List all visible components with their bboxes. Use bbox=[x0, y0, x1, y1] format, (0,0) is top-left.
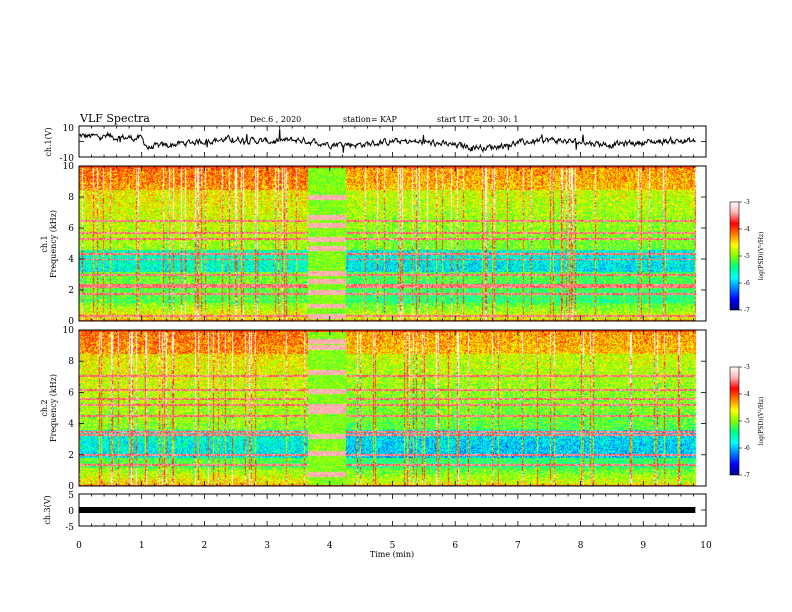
ch1-spectrogram-panel: 0 2 4 6 8 10 ch.1 Frequency (kHz) bbox=[40, 162, 707, 327]
ch1-spectrogram-ytick-label: 10 bbox=[63, 162, 75, 172]
ch1-waveform-panel: 10 -10 ch.1(V) bbox=[44, 124, 707, 164]
ch1-colorbar-tick-label: -7 bbox=[744, 307, 750, 314]
ch2-spectrogram-ytick-label: 4 bbox=[68, 420, 74, 430]
ch1-spectrogram-image bbox=[79, 166, 706, 321]
figure-title: VLF Spectra bbox=[79, 112, 150, 125]
header-station: station= KAP bbox=[343, 115, 398, 124]
ch1-spectrogram-ytick-label: 8 bbox=[68, 193, 74, 203]
ch2-spectrogram-image-holder bbox=[79, 330, 706, 486]
ch1-colorbar-tick-label: -3 bbox=[744, 199, 750, 206]
ch1-colorbar-ticks: -3 -4 -5 -6 -7 bbox=[739, 199, 750, 314]
ch1-colorbar-tick-label: -4 bbox=[744, 226, 750, 233]
ch2-spectrogram-ylabel: Frequency (kHz) bbox=[49, 374, 58, 442]
ch3-waveform-ylabel: ch.3(V) bbox=[43, 495, 52, 524]
ch2-colorbar-label: log(PSD)(V²/Hz) bbox=[758, 397, 765, 446]
ch1-spectrogram-image-holder bbox=[79, 166, 706, 321]
ch1-waveform-ylabel: ch.1(V) bbox=[44, 127, 53, 156]
header-date: Dec.6 , 2020 bbox=[250, 115, 301, 124]
ch3-ytick-bottom: -5 bbox=[65, 523, 74, 533]
x-axis-tick-label: 0 bbox=[76, 541, 82, 551]
ch2-spectrogram-ticks bbox=[78, 329, 707, 487]
x-axis-tick-labels: 0 1 2 3 4 5 6 7 8 9 10 bbox=[76, 541, 712, 551]
ch1-colorbar-gradient bbox=[729, 201, 740, 311]
x-axis-tick-label: 5 bbox=[390, 541, 396, 551]
ch1-waveform-xticks bbox=[78, 125, 707, 158]
ch2-spectrogram-ytick-label: 10 bbox=[63, 326, 75, 336]
ch2-spectrogram-ytick-label: 8 bbox=[68, 357, 74, 367]
x-axis-tick-label: 3 bbox=[264, 541, 270, 551]
x-axis-label: Time (min) bbox=[370, 550, 414, 559]
ch2-colorbar-tick-label: -6 bbox=[744, 445, 750, 452]
ch2-spectrogram-ytick-label: 0 bbox=[68, 482, 74, 492]
ch1-spectrogram-ticks bbox=[78, 165, 707, 322]
ch1-colorbar-tick-label: -5 bbox=[744, 253, 750, 260]
ch1-spectrogram-ytick-labels: 0 2 4 6 8 10 bbox=[63, 162, 75, 327]
ch2-colorbar-tick-label: -4 bbox=[744, 391, 750, 398]
ch1-spectrogram-ylabel: Frequency (kHz) bbox=[49, 210, 58, 278]
ch1-waveform-trace bbox=[78, 128, 696, 154]
x-axis-tick-label: 10 bbox=[700, 541, 712, 551]
ch1-ytick-top: 10 bbox=[63, 124, 75, 134]
ch2-spectrogram-image bbox=[79, 330, 706, 486]
ch1-spectrogram-ytick-label: 2 bbox=[68, 286, 74, 296]
x-axis-tick-label: 1 bbox=[139, 541, 145, 551]
ch2-spectrogram-channel-label: ch.2 bbox=[40, 399, 49, 416]
ch2-spectrogram-ytick-labels: 0 2 4 6 8 10 bbox=[63, 326, 75, 492]
ch2-colorbar-ticks: -3 -4 -5 -6 -7 bbox=[739, 364, 750, 479]
ch3-waveform-panel: 5 0 -5 ch.3(V) bbox=[43, 491, 707, 533]
ch2-spectrogram-ytick-label: 6 bbox=[68, 388, 74, 398]
ch2-spectrogram-panel: 0 2 4 6 8 10 ch.2 Frequency (kHz) bbox=[40, 326, 707, 492]
ch2-colorbar-tick-label: -3 bbox=[744, 364, 750, 371]
ch2-colorbar-gradient bbox=[729, 366, 740, 476]
header-start-ut: start UT = 20: 30: 1 bbox=[437, 115, 518, 124]
ch1-spectrogram-channel-label: ch.1 bbox=[40, 235, 49, 252]
ch1-colorbar: -3 -4 -5 -6 -7 log(PSD)(V²/Hz) bbox=[729, 199, 765, 314]
ch3-waveform-trace bbox=[79, 507, 696, 513]
ch1-ytick-bottom: -10 bbox=[60, 154, 75, 164]
ch1-spectrogram-ytick-label: 6 bbox=[68, 224, 74, 234]
x-axis-tick-label: 8 bbox=[578, 541, 584, 551]
ch2-spectrogram-ytick-label: 2 bbox=[68, 451, 74, 461]
ch2-colorbar: -3 -4 -5 -6 -7 log(PSD)(V²/Hz) bbox=[729, 364, 765, 479]
ch3-ytick-top: 5 bbox=[68, 491, 74, 501]
x-axis-tick-label: 2 bbox=[202, 541, 208, 551]
ch3-ytick-mid: 0 bbox=[68, 507, 74, 517]
ch3-waveform-ticks bbox=[78, 493, 707, 527]
x-axis-tick-label: 7 bbox=[515, 541, 521, 551]
ch1-colorbar-label: log(PSD)(V²/Hz) bbox=[758, 232, 765, 281]
ch2-colorbar-tick-label: -5 bbox=[744, 418, 750, 425]
x-axis-tick-label: 6 bbox=[452, 541, 458, 551]
ch1-spectrogram-ytick-label: 4 bbox=[68, 255, 74, 265]
ch2-colorbar-tick-label: -7 bbox=[744, 472, 750, 479]
x-axis-tick-label: 9 bbox=[640, 541, 646, 551]
x-axis-tick-label: 4 bbox=[327, 541, 333, 551]
ch1-colorbar-tick-label: -6 bbox=[744, 280, 750, 287]
ch1-spectrogram-ytick-label: 0 bbox=[68, 317, 74, 327]
